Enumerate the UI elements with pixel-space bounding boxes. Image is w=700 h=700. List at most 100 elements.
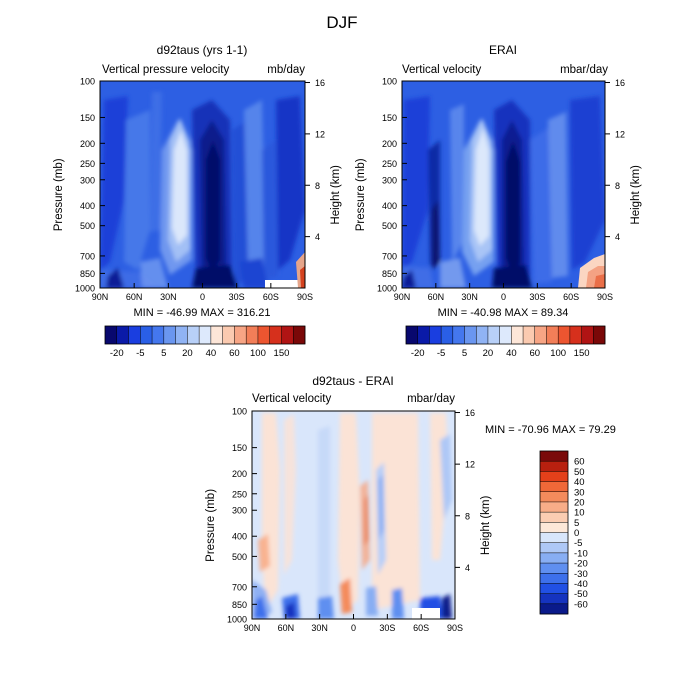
panel-obs-title: ERAI (489, 43, 517, 57)
pressure-tick-label: 700 (80, 251, 95, 261)
colorbar-label: 40 (206, 348, 217, 359)
colorbar-swatch (540, 481, 568, 493)
latitude-tick-label: 60S (263, 292, 279, 302)
colorbar-label: 100 (550, 348, 566, 359)
pressure-tick-label: 850 (80, 269, 95, 279)
colorbar-swatch (464, 326, 477, 344)
colorbar-swatch (269, 326, 282, 344)
latitude-tick-label: 30N (160, 292, 177, 302)
colorbar-label: 40 (574, 477, 585, 488)
colorbar-swatch (187, 326, 200, 344)
pressure-tick-label: 500 (232, 552, 247, 562)
panel-diff-field (252, 411, 455, 619)
pressure-tick-label: 250 (80, 159, 95, 169)
pressure-tick-label: 200 (232, 469, 247, 479)
pressure-tick-label: 150 (382, 113, 397, 123)
pressure-tick-label: 150 (232, 443, 247, 453)
panel-model-variable: Vertical pressure velocity (102, 64, 229, 76)
colorbar-swatch (487, 326, 500, 344)
height-tick-label: 8 (315, 181, 320, 191)
colorbar-swatch (540, 471, 568, 482)
latitude-tick-label: 60N (278, 623, 295, 633)
panel-model-field (100, 81, 305, 288)
pressure-axis-label: Pressure (mb) (355, 158, 367, 231)
colorbar-swatch (569, 326, 582, 344)
pressure-tick-label: 850 (232, 600, 247, 610)
colorbar-swatch (540, 501, 568, 513)
colorbar-label: 100 (250, 348, 266, 359)
colorbar-label: -20 (411, 348, 425, 359)
height-axis-label: Height (km) (480, 496, 492, 556)
colorbar-swatch (540, 491, 568, 503)
pressure-tick-label: 250 (382, 159, 397, 169)
latitude-tick-label: 90N (244, 623, 261, 633)
latitude-tick-label: 90S (447, 623, 463, 633)
colorbar-swatch (417, 326, 430, 344)
colorbar-swatch (540, 522, 568, 533)
panel-obs-field (402, 81, 605, 288)
latitude-tick-label: 30S (379, 623, 395, 633)
colorbar-swatch (163, 326, 176, 344)
colorbar-label: 5 (462, 348, 467, 359)
panel-diff: d92taus - ERAI Vertical velocity mbar/da… (205, 374, 616, 633)
colorbar-swatch (210, 326, 223, 344)
panel-diff-axes: 100 150 200 250 300 400 500 700 850 1000 16 12 8 4 90N… (205, 407, 492, 634)
pressure-tick-label: 400 (80, 201, 95, 211)
pressure-tick-label: 700 (382, 251, 397, 261)
panel-model-axes: 100 150 200 250 300 400 500 700 850 1000 16 12 8 4 90N… (53, 77, 342, 303)
colorbar-swatch (293, 326, 306, 344)
colorbar-label: 150 (274, 348, 290, 359)
height-tick-label: 4 (315, 232, 320, 242)
colorbar-label: 60 (529, 348, 540, 359)
height-tick-label: 12 (315, 129, 325, 139)
colorbar-swatch (540, 532, 568, 543)
height-tick-label: 12 (615, 129, 625, 139)
colorbar-label: 50 (574, 467, 585, 478)
pressure-tick-label: 300 (80, 175, 95, 185)
latitude-tick-label: 90S (597, 292, 613, 302)
colorbar-swatch (128, 326, 141, 344)
colorbar-swatch (441, 326, 454, 344)
pressure-tick-label: 1000 (227, 615, 247, 625)
height-tick-label: 16 (315, 78, 325, 88)
colorbar-label: 5 (161, 348, 166, 359)
latitude-tick-label: 0 (200, 292, 205, 302)
latitude-tick-label: 90S (297, 292, 313, 302)
colorbar-swatch (246, 326, 259, 344)
colorbar-label: -50 (574, 589, 588, 600)
pressure-axis-label: Pressure (mb) (53, 158, 65, 231)
colorbar-swatch (152, 326, 165, 344)
pressure-tick-label: 850 (382, 269, 397, 279)
panel-model-colorbar: -20 -5 5 20 40 60 100 150 (104, 325, 306, 359)
pressure-tick-label: 250 (232, 489, 247, 499)
colorbar-label: -5 (136, 348, 144, 359)
colorbar-swatch (540, 603, 568, 615)
height-tick-label: 8 (615, 181, 620, 191)
colorbar-label: 20 (483, 348, 494, 359)
latitude-tick-label: 30S (229, 292, 245, 302)
panel-diff-units: mbar/day (407, 393, 455, 405)
colorbar-label: -20 (574, 559, 588, 570)
colorbar-swatch (406, 326, 419, 344)
height-axis-label: Height (km) (330, 165, 342, 225)
colorbar-label: -60 (574, 599, 588, 610)
colorbar-swatch (476, 326, 489, 344)
panel-diff-variable: Vertical velocity (252, 393, 332, 405)
colorbar-swatch (534, 326, 547, 344)
colorbar-label: 0 (574, 528, 579, 539)
colorbar-swatch (540, 512, 568, 523)
colorbar-label: -20 (110, 348, 124, 359)
colorbar-swatch (105, 326, 118, 344)
panel-model-stats: MIN = -46.99 MAX = 316.21 (134, 307, 271, 319)
colorbar-swatch (199, 326, 212, 344)
pressure-tick-label: 300 (232, 506, 247, 516)
pressure-tick-label: 500 (382, 221, 397, 231)
colorbar-frame (405, 325, 606, 345)
colorbar-label: 20 (574, 497, 585, 508)
colorbar-swatch (593, 326, 606, 344)
colorbar-swatch (281, 326, 294, 344)
colorbar-swatch (222, 326, 235, 344)
pressure-tick-label: 400 (232, 532, 247, 542)
colorbar-swatch (499, 326, 512, 344)
